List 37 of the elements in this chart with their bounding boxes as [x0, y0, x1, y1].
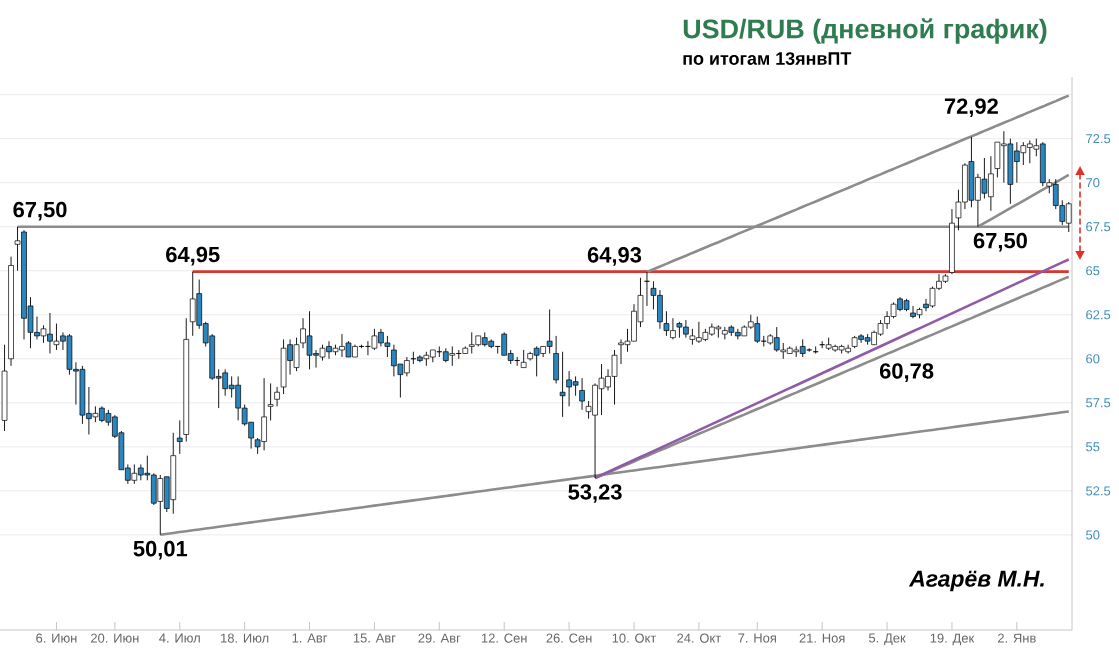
x-tick-label: 12. Сен: [481, 633, 527, 643]
annotation: Агарёв М.Н.: [908, 570, 1044, 592]
y-tick-label: 65: [1086, 266, 1100, 276]
x-tick-label: 21. Ноя: [799, 633, 845, 643]
y-tick-label: 50: [1086, 530, 1100, 540]
x-tick-label: 24. Окт: [677, 633, 721, 643]
x-tick-label: 29. Авг: [418, 633, 461, 643]
y-tick-label: 60: [1086, 354, 1100, 364]
annotation: 64,95: [166, 246, 220, 266]
x-tick-label: 2. Янв: [998, 633, 1036, 643]
chart-title: USD/RUB (дневной график): [683, 18, 1047, 44]
chart-subtitle: по итогам 13янвПТ: [683, 52, 852, 65]
annotation: 53,23: [568, 484, 622, 503]
x-tick-label: 20. Июн: [91, 633, 139, 643]
x-tick-label: 15. Авг: [353, 633, 396, 643]
x-tick-label: 6. Июн: [36, 633, 77, 643]
x-tick-label: 19. Дек: [930, 633, 975, 646]
y-tick-label: 57.5: [1086, 398, 1111, 408]
y-tick-label: 72.5: [1086, 134, 1111, 144]
y-tick-label: 52.5: [1086, 486, 1111, 496]
annotation: 64,93: [587, 247, 642, 266]
x-tick-label: 4. Июл: [159, 633, 200, 643]
y-tick-label: 55: [1086, 442, 1100, 452]
x-tick-label: 10. Окт: [612, 633, 657, 643]
x-tick-label: 18. Июл: [221, 633, 269, 643]
x-tick-label: 7. Ноя: [738, 633, 776, 643]
annotation: 60,78: [879, 363, 934, 382]
annotation: 72,92: [944, 98, 998, 118]
x-tick-label: 1. Авг: [292, 633, 328, 643]
y-tick-label: 70: [1086, 178, 1100, 188]
x-tick-label: 26. Сен: [546, 633, 592, 643]
y-tick-label: 62.5: [1086, 310, 1111, 320]
x-tick-label: 5. Дек: [868, 633, 906, 646]
annotation: 67,50: [13, 201, 67, 221]
annotation: 67,50: [973, 232, 1027, 252]
y-tick-label: 67.5: [1086, 222, 1111, 232]
annotation: 50,01: [133, 540, 188, 560]
